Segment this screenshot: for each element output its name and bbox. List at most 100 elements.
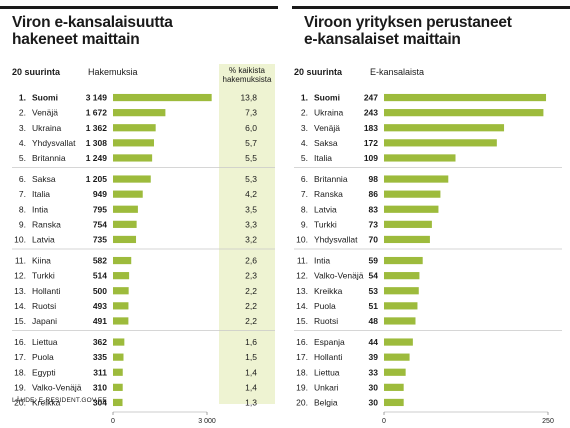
value-label: 30: [369, 397, 379, 407]
value-label: 183: [364, 123, 378, 133]
value-label: 1 205: [86, 174, 108, 184]
rank-label: 12.: [14, 271, 26, 281]
country-label: Suomi: [314, 93, 340, 103]
rank-label: 15.: [296, 316, 308, 326]
country-label: Hollanti: [32, 286, 60, 296]
bar: [113, 338, 125, 346]
title-rule: [0, 6, 278, 9]
bar: [384, 235, 430, 244]
value-label: 53: [369, 286, 379, 296]
bar: [113, 190, 143, 198]
country-label: Saksa: [32, 174, 56, 184]
rank-label: 13.: [296, 286, 308, 296]
x-tick-label: 3 000: [198, 418, 216, 425]
rank-label: 2.: [301, 108, 308, 118]
percent-column-background: [219, 64, 275, 404]
bar: [384, 302, 418, 310]
bar: [113, 109, 166, 117]
rank-label: 20.: [296, 397, 308, 407]
rank-label: 6.: [19, 174, 26, 184]
rank-label: 4.: [301, 138, 308, 148]
right-bar-chart: 1. Suomi 247 2. Ukraina 243 3. Venäjä 183 4. Saksa…: [294, 93, 562, 425]
bar: [384, 139, 497, 147]
country-label: Ranska: [314, 189, 343, 199]
bar: [384, 93, 547, 102]
value-label: 493: [93, 301, 107, 311]
value-label: 3 149: [86, 93, 108, 103]
bar: [113, 124, 156, 132]
percent-label: 5,3: [245, 174, 257, 184]
left-title-line-1: Viron e-kansalaisuutta: [12, 14, 173, 31]
rank-label: 18.: [14, 367, 26, 377]
title-rule: [292, 6, 570, 9]
country-label: Ruotsi: [314, 316, 338, 326]
percent-label: 1,5: [245, 352, 257, 362]
right-chart-panel: Viroon yrityksen perustaneet e-kansalais…: [292, 0, 570, 428]
value-label: 30: [369, 382, 379, 392]
rank-label: 15.: [14, 316, 26, 326]
country-label: Puola: [32, 352, 54, 362]
bar: [113, 398, 123, 407]
value-label: 73: [369, 219, 379, 229]
percent-label: 5,7: [245, 138, 257, 148]
rank-label: 13.: [14, 286, 26, 296]
percent-label: 7,3: [245, 108, 257, 118]
bar: [113, 220, 137, 228]
country-label: Venäjä: [314, 123, 340, 133]
value-label: 33: [369, 367, 379, 377]
left-title-line-2: hakeneet maittain: [12, 31, 140, 48]
rank-label: 4.: [19, 138, 26, 148]
percent-label: 3,3: [245, 219, 257, 229]
value-label: 754: [93, 219, 107, 229]
percent-column-header: % kaikista hakemuksista: [219, 66, 275, 84]
source-note: LÄHDE: E-RESIDENT.GOV.EE: [12, 397, 107, 404]
value-label: 86: [369, 189, 379, 199]
value-label: 949: [93, 189, 107, 199]
bar: [384, 398, 404, 407]
bar: [384, 383, 404, 391]
country-label: Britannia: [314, 174, 348, 184]
percent-label: 2,2: [245, 286, 257, 296]
rank-label: 12.: [296, 271, 308, 281]
rank-label: 14.: [14, 301, 26, 311]
value-label: 247: [364, 93, 378, 103]
right-rank-header: 20 suurinta: [294, 67, 343, 77]
value-label: 48: [369, 316, 379, 326]
value-label: 735: [93, 234, 107, 244]
percent-header-line-1: % kaikista: [228, 66, 265, 75]
rank-label: 19.: [296, 382, 308, 392]
value-label: 1 308: [86, 138, 108, 148]
value-label: 362: [93, 337, 107, 347]
value-label: 39: [369, 352, 379, 362]
value-label: 514: [93, 271, 107, 281]
country-label: Espanja: [314, 337, 345, 347]
country-label: Intia: [314, 256, 330, 266]
bar: [384, 338, 413, 346]
rank-label: 17.: [14, 352, 26, 362]
percent-label: 13,8: [240, 93, 257, 103]
country-label: Japani: [32, 316, 57, 326]
country-label: Liettua: [314, 367, 340, 377]
bar: [384, 220, 432, 228]
value-label: 70: [369, 234, 379, 244]
country-label: Italia: [314, 153, 332, 163]
bar: [113, 235, 137, 244]
value-label: 304: [93, 397, 107, 407]
left-chart-title: Viron e-kansalaisuutta hakeneet maittain: [12, 14, 173, 48]
value-label: 310: [93, 382, 107, 392]
value-label: 795: [93, 204, 107, 214]
rank-label: 17.: [296, 352, 308, 362]
country-label: Hollanti: [314, 352, 342, 362]
country-label: Belgia: [314, 397, 338, 407]
value-label: 54: [369, 271, 379, 281]
country-label: Puola: [314, 301, 336, 311]
country-label: Yhdysvallat: [314, 234, 358, 244]
bar: [384, 368, 406, 376]
right-chart-title: Viroon yrityksen perustaneet e-kansalais…: [304, 14, 512, 48]
left-bar-chart: 1. Suomi 3 149 13,8 2. Venäjä 1 672 7,3 3. Ukrain…: [12, 93, 275, 425]
bar: [113, 93, 212, 102]
left-chart-panel: Viron e-kansalaisuutta hakeneet maittain…: [0, 0, 278, 428]
rank-label: 7.: [301, 189, 308, 199]
right-title-line-1: Viroon yrityksen perustaneet: [304, 14, 512, 31]
rank-label: 11.: [15, 256, 26, 266]
